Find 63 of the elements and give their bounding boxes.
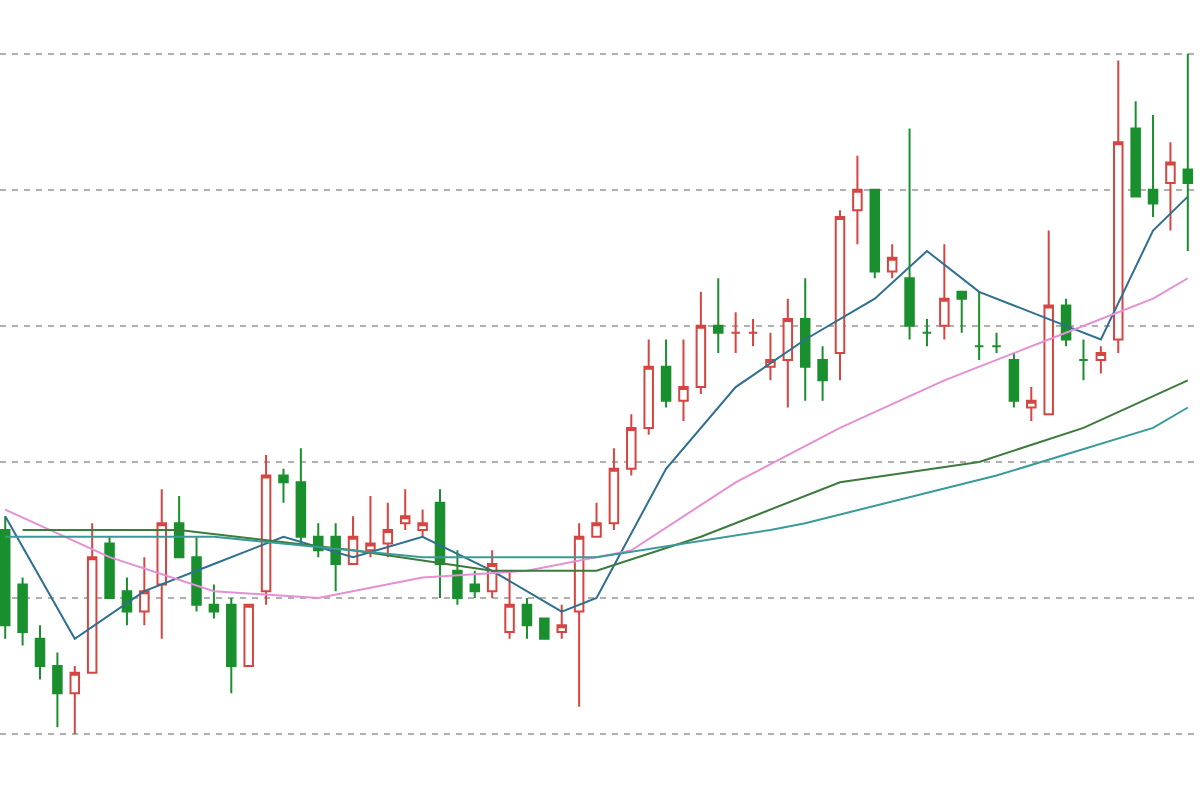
candlestick — [1113, 59, 1124, 355]
candlestick — [1078, 338, 1089, 382]
candlestick — [17, 576, 28, 647]
candlestick — [469, 569, 481, 599]
candlestick — [904, 127, 915, 341]
candlestick — [1130, 100, 1141, 198]
candlestick — [1026, 386, 1037, 423]
candlestick — [626, 413, 637, 477]
candlestick — [1095, 345, 1107, 375]
candlestick — [1147, 113, 1159, 219]
candlestick — [730, 311, 741, 355]
candlestick — [295, 447, 307, 545]
candlestick — [365, 494, 376, 559]
candlestick — [104, 535, 115, 599]
candlestick — [1182, 52, 1194, 253]
candlestick — [226, 596, 237, 695]
candlestick — [504, 569, 515, 640]
candlestick — [591, 501, 602, 538]
candlestick — [713, 277, 724, 355]
candlestick — [399, 488, 411, 531]
candlestick — [799, 277, 811, 402]
candlestick — [34, 624, 46, 681]
candlestick — [695, 290, 707, 395]
candlestick — [139, 556, 150, 627]
candlestick — [69, 665, 81, 736]
candlestick — [956, 290, 967, 334]
candlestick — [573, 522, 585, 708]
candlestick — [869, 188, 881, 280]
candlestick — [417, 508, 428, 538]
candlestick — [260, 454, 272, 606]
candlestick — [173, 494, 185, 559]
candlestick — [834, 209, 846, 382]
candlestick — [156, 488, 167, 640]
candlestick — [660, 338, 672, 409]
candlestick — [1043, 229, 1054, 416]
candlestick — [852, 154, 863, 246]
candlestick — [921, 318, 933, 348]
candlestick — [678, 338, 689, 423]
candlestick — [782, 297, 794, 409]
candlestick — [539, 617, 550, 640]
candlestick — [521, 596, 533, 640]
candlestick — [191, 535, 202, 613]
candlestick — [643, 338, 654, 436]
candlestick — [747, 318, 759, 348]
candlestick — [1008, 352, 1020, 409]
candlestick — [278, 467, 289, 504]
candlestick — [973, 290, 985, 361]
candlestick — [608, 447, 620, 531]
candlestick — [382, 501, 394, 559]
candlestick — [556, 603, 567, 640]
candlestick — [452, 549, 463, 606]
candlestick — [434, 488, 446, 599]
candlestick — [52, 651, 63, 729]
candlestick — [121, 576, 133, 627]
candlestick — [208, 583, 220, 620]
candlestick — [886, 243, 898, 280]
candlestick — [0, 515, 11, 640]
candlestick — [991, 331, 1002, 355]
candlestick — [817, 345, 828, 402]
candlestick — [1165, 141, 1176, 232]
candlestick — [243, 603, 254, 668]
candlestick — [939, 243, 950, 341]
candlestick — [86, 522, 98, 674]
